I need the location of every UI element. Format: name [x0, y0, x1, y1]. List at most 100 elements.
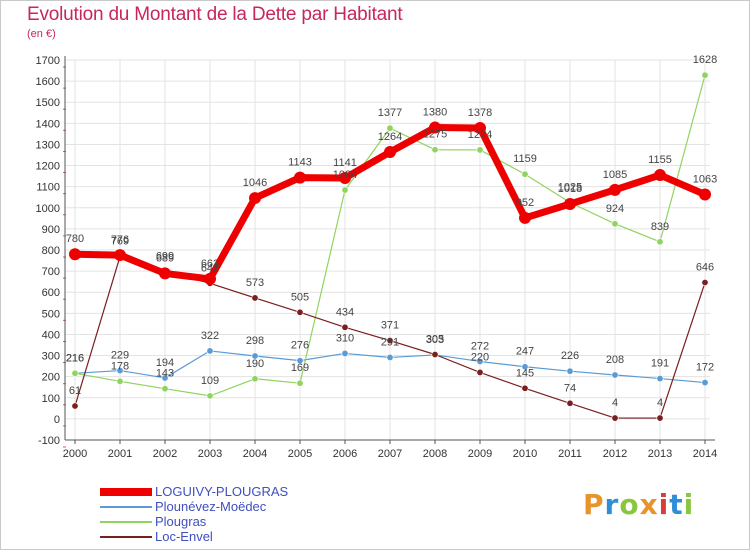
x-tick-label: 2004: [243, 448, 267, 460]
data-label: 191: [651, 358, 669, 370]
data-point: [206, 347, 214, 355]
x-tick-label: 2003: [198, 448, 222, 460]
proxiti-logo[interactable]: Proxiti: [583, 488, 694, 521]
data-point: [656, 375, 664, 383]
data-point: [251, 352, 259, 360]
data-point: [386, 124, 394, 132]
x-tick-label: 2006: [333, 448, 357, 460]
data-label: 74: [564, 382, 576, 394]
data-label: 1141: [333, 157, 357, 169]
data-label: 1274: [468, 129, 492, 141]
y-tick-label: 100: [42, 393, 60, 405]
data-label: 1377: [378, 107, 402, 119]
data-label: 143: [156, 368, 174, 380]
data-label: 1018: [558, 183, 582, 195]
data-label: 434: [336, 306, 354, 318]
data-label: 1628: [693, 54, 717, 66]
x-tick-label: 2010: [513, 448, 537, 460]
logo-letter: r: [604, 488, 620, 521]
logo-letter: t: [669, 488, 684, 521]
data-point: [566, 367, 574, 375]
x-tick-label: 2005: [288, 448, 312, 460]
y-tick-label: -100: [38, 435, 60, 447]
legend-label: Plounévez-Moëdec: [155, 499, 267, 514]
x-tick-label: 2014: [693, 448, 717, 460]
data-point: [474, 121, 486, 134]
y-tick-label: 200: [42, 372, 60, 384]
y-tick-label: 1100: [36, 182, 60, 194]
legend-swatch: [100, 521, 152, 523]
data-label: 1275: [423, 129, 447, 141]
data-label: 1155: [648, 154, 672, 166]
y-tick-label: 1500: [36, 97, 60, 109]
data-point: [611, 220, 619, 228]
legend-swatch: [100, 536, 152, 538]
data-point: [294, 171, 306, 184]
data-label: 1046: [243, 177, 267, 189]
legend-label: Plougras: [155, 514, 207, 529]
logo-letter: P: [583, 488, 605, 521]
data-point: [339, 172, 351, 185]
data-point: [159, 267, 171, 280]
data-label: 109: [201, 375, 219, 387]
y-tick-label: 1000: [36, 203, 60, 215]
data-point: [116, 367, 124, 375]
data-label: 839: [651, 221, 669, 233]
data-point: [204, 272, 216, 285]
y-tick-label: 700: [42, 266, 60, 278]
x-tick-label: 2012: [603, 448, 627, 460]
data-label: 145: [516, 367, 534, 379]
data-label: 291: [381, 336, 399, 348]
y-tick-label: 1400: [36, 118, 60, 130]
data-label: 178: [111, 360, 129, 372]
logo-letter: x: [639, 488, 659, 521]
data-label: 194: [156, 357, 174, 369]
data-point: [251, 294, 259, 302]
data-point: [564, 197, 576, 210]
legend-swatch: [100, 506, 152, 508]
data-label: 172: [696, 362, 714, 374]
chart-title: Evolution du Montant de la Dette par Hab…: [27, 4, 403, 25]
data-label: 61: [69, 385, 81, 397]
x-tick-label: 2001: [108, 448, 132, 460]
data-label: 4: [612, 397, 618, 409]
data-point: [701, 71, 709, 79]
data-label: 303: [426, 334, 444, 346]
data-label: 1025: [558, 182, 582, 194]
data-label: 646: [696, 262, 714, 274]
data-point: [341, 323, 349, 331]
data-point: [341, 349, 349, 357]
x-tick-label: 2013: [648, 448, 672, 460]
data-label: 769: [111, 236, 129, 248]
data-label: 229: [111, 350, 129, 362]
data-point: [431, 350, 439, 358]
data-point: [611, 371, 619, 379]
data-label: 776: [111, 234, 129, 246]
data-point: [476, 357, 484, 365]
data-label: 371: [381, 320, 399, 332]
data-point: [654, 169, 666, 182]
data-point: [701, 279, 709, 287]
data-label: 924: [606, 203, 624, 215]
y-tick-label: 0: [54, 414, 60, 426]
data-label: 276: [291, 340, 309, 352]
data-label: 310: [336, 332, 354, 344]
data-point: [296, 357, 304, 365]
data-point: [161, 374, 169, 382]
data-label: 298: [246, 335, 264, 347]
y-tick-label: 900: [42, 224, 60, 236]
data-point: [296, 379, 304, 387]
data-label: 305: [426, 334, 444, 346]
legend-swatch: [100, 488, 152, 496]
data-point: [521, 170, 529, 178]
data-point: [386, 353, 394, 361]
data-label: 1143: [288, 157, 312, 169]
data-label: 216: [66, 352, 84, 364]
data-label: 573: [246, 277, 264, 289]
data-label: 169: [291, 362, 309, 374]
x-tick-label: 2000: [63, 448, 87, 460]
data-label: 663: [201, 258, 219, 270]
data-label: 226: [561, 350, 579, 362]
data-label: 780: [66, 233, 84, 245]
